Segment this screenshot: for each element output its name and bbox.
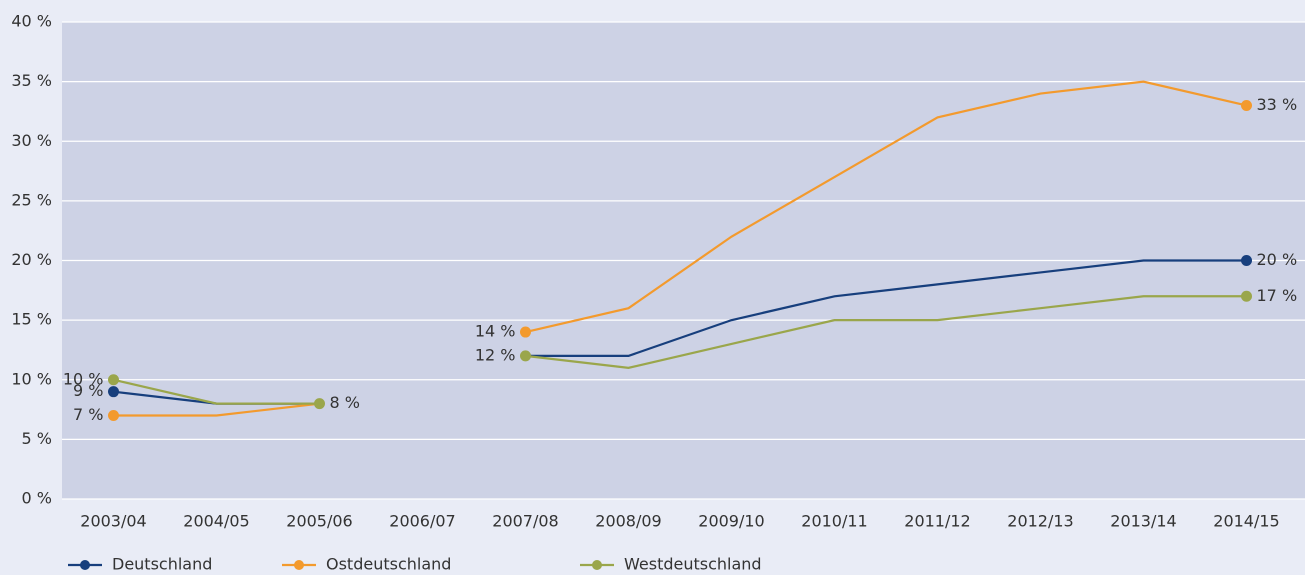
legend-label: Deutschland xyxy=(112,555,212,574)
y-tick-label: 30 % xyxy=(11,131,52,150)
data-label: 10 % xyxy=(63,369,104,388)
legend-label: Westdeutschland xyxy=(624,555,762,574)
data-label: 14 % xyxy=(475,322,516,341)
x-tick-label: 2003/04 xyxy=(80,512,146,531)
point-marker xyxy=(520,326,531,338)
y-tick-label: 5 % xyxy=(22,429,52,448)
point-marker xyxy=(520,350,531,362)
y-tick-label: 35 % xyxy=(11,71,52,90)
point-marker xyxy=(1241,99,1252,111)
series-line xyxy=(113,295,1247,405)
data-label: 20 % xyxy=(1257,250,1298,269)
y-tick-label: 15 % xyxy=(11,310,52,329)
y-tick-label: 25 % xyxy=(11,190,52,209)
x-tick-label: 2006/07 xyxy=(389,512,455,531)
y-tick-label: 0 % xyxy=(22,489,52,508)
x-tick-label: 2013/14 xyxy=(1110,512,1176,531)
legend-label: Ostdeutschland xyxy=(326,555,451,574)
point-marker xyxy=(1241,290,1252,302)
legend-marker xyxy=(80,560,90,570)
x-tick-label: 2007/08 xyxy=(492,512,558,531)
x-tick-label: 2012/13 xyxy=(1007,512,1073,531)
x-tick-label: 2008/09 xyxy=(595,512,661,531)
point-marker xyxy=(108,410,119,422)
y-tick-label: 40 % xyxy=(11,12,52,31)
x-tick-label: 2010/11 xyxy=(801,512,867,531)
data-label: 17 % xyxy=(1257,286,1298,305)
x-tick-label: 2005/06 xyxy=(286,512,352,531)
data-label: 9 % xyxy=(73,381,103,400)
legend-marker xyxy=(294,560,304,570)
series-line xyxy=(113,80,1247,417)
x-tick-label: 2014/15 xyxy=(1213,512,1279,531)
point-marker xyxy=(1241,255,1252,266)
data-label: 7 % xyxy=(73,405,103,424)
x-tick-label: 2011/12 xyxy=(904,512,970,531)
point-marker xyxy=(108,386,119,398)
x-tick-label: 2009/10 xyxy=(698,512,764,531)
point-marker xyxy=(108,374,119,386)
point-marker xyxy=(314,398,325,410)
legend-marker xyxy=(592,560,602,570)
x-tick-label: 2004/05 xyxy=(183,512,249,531)
data-label: 8 % xyxy=(330,393,360,412)
y-tick-label: 10 % xyxy=(11,369,52,388)
data-label: 12 % xyxy=(475,345,516,364)
data-label: 33 % xyxy=(1257,95,1298,114)
y-tick-label: 20 % xyxy=(11,250,52,269)
